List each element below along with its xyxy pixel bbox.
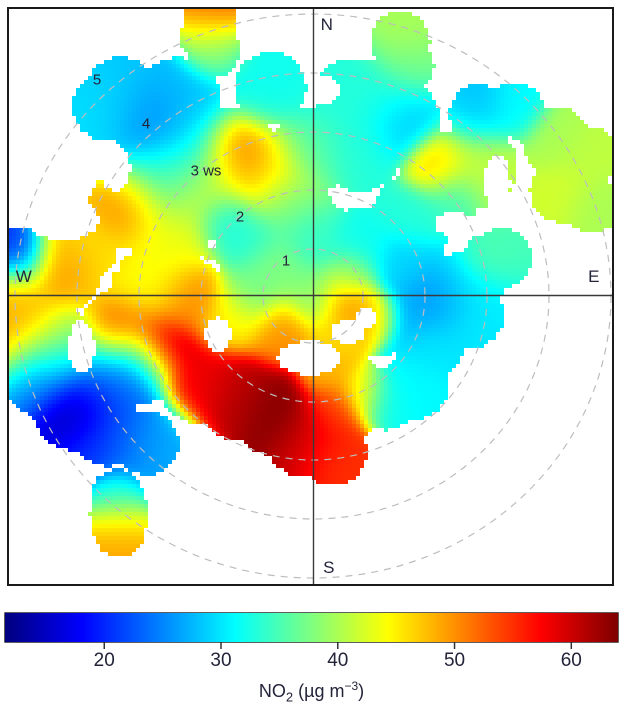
colorbar-title-units: (µg m xyxy=(293,681,345,701)
colorbar-tick-label: 40 xyxy=(327,650,349,671)
compass-label-south: S xyxy=(323,558,335,577)
colorbar-title-superscript: −3 xyxy=(344,679,359,693)
ring-label-4: 4 xyxy=(141,115,151,133)
polar-heatmap-canvas xyxy=(8,8,613,585)
colorbar-tick-label: 20 xyxy=(93,650,115,671)
colorbar-tick-label: 60 xyxy=(560,650,582,671)
ring-label-1: 1 xyxy=(281,252,291,270)
colorbar-title-close: ) xyxy=(358,681,365,701)
compass-label-west: W xyxy=(15,267,33,286)
colorbar-title-subscript: 2 xyxy=(285,689,294,705)
ring-label-2: 2 xyxy=(235,208,245,226)
compass-label-north: N xyxy=(320,15,334,34)
colorbar-tick-label: 30 xyxy=(210,650,232,671)
colorbar-gradient xyxy=(5,613,618,642)
colorbar-title: NO2 (µg m−3) xyxy=(0,679,623,705)
ring-label-5: 5 xyxy=(92,71,102,89)
ring-label-3: 3 ws xyxy=(190,162,222,180)
compass-label-east: E xyxy=(588,267,600,286)
colorbar-ticks xyxy=(103,642,573,649)
colorbar-title-text: NO xyxy=(258,681,286,701)
colorbar-tick-label: 50 xyxy=(443,650,466,671)
